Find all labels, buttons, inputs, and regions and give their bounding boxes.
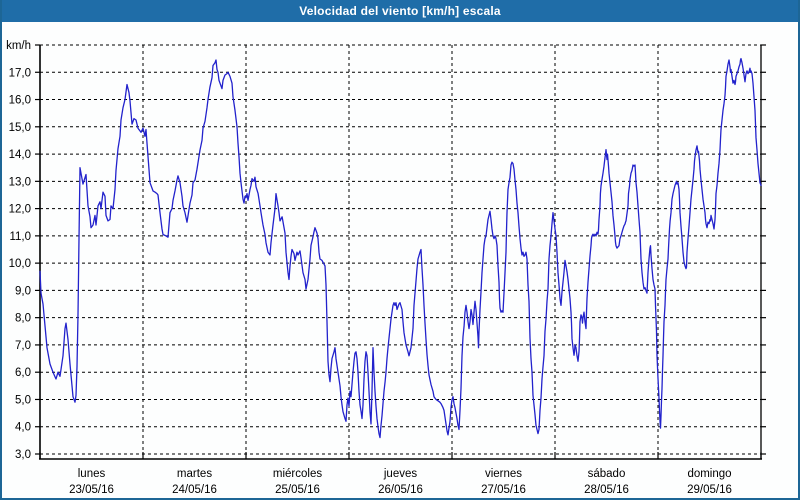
y-axis-tick-label: 15,0 — [9, 122, 31, 134]
y-axis-tick-label: 13,0 — [9, 176, 31, 188]
x-axis-day-label: martes — [177, 468, 212, 480]
y-axis-unit-label: km/h — [6, 40, 31, 52]
x-axis-date-label: 24/05/16 — [172, 484, 217, 496]
y-axis-tick-label: 5,0 — [15, 394, 31, 406]
y-axis-tick-label: 7,0 — [15, 340, 31, 352]
chart-title: Velocidad del viento [km/h] escala — [299, 4, 501, 18]
y-axis-tick-label: 3,0 — [15, 449, 31, 461]
x-axis-day-label: viernes — [485, 468, 522, 480]
x-axis-day-label: jueves — [383, 468, 417, 480]
y-axis-tick-label: 14,0 — [9, 149, 31, 161]
x-axis-day-label: domingo — [687, 468, 731, 480]
y-axis-tick-label: 8,0 — [15, 313, 31, 325]
y-axis-tick-label: 12,0 — [9, 204, 31, 216]
y-axis-tick-label: 9,0 — [15, 285, 31, 297]
y-axis-tick-label: 17,0 — [9, 67, 31, 79]
x-axis-date-label: 28/05/16 — [584, 484, 629, 496]
x-axis-day-label: lunes — [78, 468, 106, 480]
y-axis-tick-label: 10,0 — [9, 258, 31, 270]
x-axis-day-label: miércoles — [273, 468, 322, 480]
y-axis-tick-label: 6,0 — [15, 367, 31, 379]
wind-speed-line — [39, 57, 762, 439]
y-axis-tick-label: 11,0 — [9, 231, 31, 243]
x-axis-date-label: 27/05/16 — [481, 484, 526, 496]
x-axis-day-label: sábado — [588, 468, 626, 480]
x-axis-date-label: 25/05/16 — [275, 484, 320, 496]
y-axis-tick-label: 4,0 — [15, 422, 31, 434]
title-bar: Velocidad del viento [km/h] escala — [2, 0, 798, 22]
wind-speed-chart: km/h 17,0 16,0 15,0 14,0 13,0 12,0 11,0 10,0 9,0 8… — [6, 40, 766, 496]
x-axis-date-label: 23/05/16 — [69, 484, 114, 496]
x-axis-date-label: 29/05/16 — [687, 484, 732, 496]
y-axis-tick-label: 16,0 — [9, 95, 31, 107]
x-axis-date-label: 26/05/16 — [378, 484, 423, 496]
